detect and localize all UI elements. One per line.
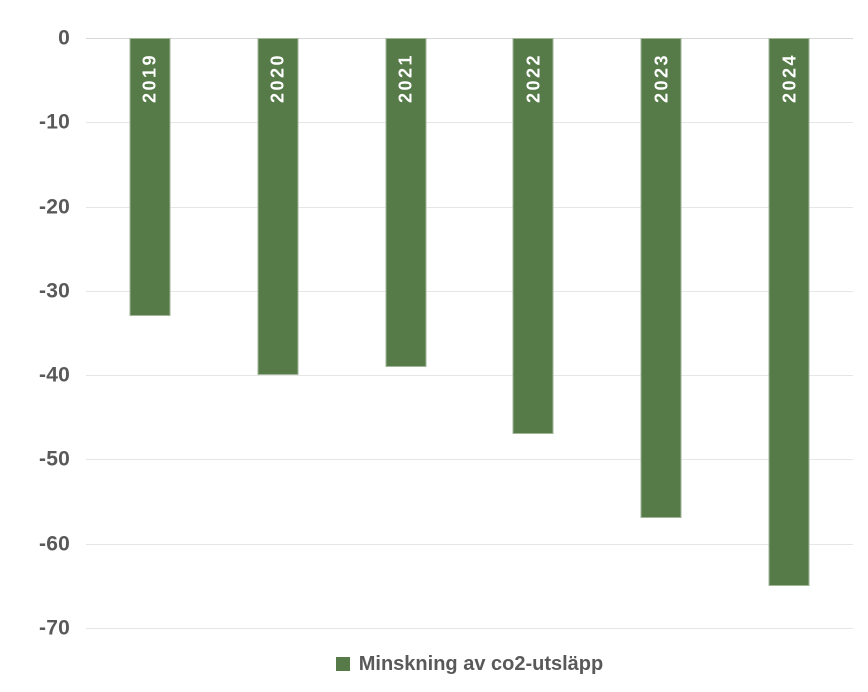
y-axis-label: -20 <box>39 195 70 219</box>
bar-2023: 2023 <box>640 38 682 519</box>
bar-slot-2022: 2022 <box>469 38 597 628</box>
plot-area: 2019 2020 2021 2022 2023 2024 <box>86 38 853 629</box>
y-axis-label: -10 <box>39 110 70 134</box>
gridline <box>86 628 853 629</box>
gridline <box>86 206 853 208</box>
bar-year-label: 2020 <box>267 53 288 104</box>
legend-marker-icon <box>335 657 350 671</box>
y-axis-label: -70 <box>39 616 70 640</box>
bar-slot-2020: 2020 <box>214 38 342 628</box>
y-axis-label: -50 <box>39 447 70 471</box>
bar-2022: 2022 <box>512 38 554 435</box>
gridline <box>86 290 853 292</box>
bar-year-label: 2022 <box>523 53 544 104</box>
legend-label: Minskning av co2-utsläpp <box>358 653 604 675</box>
bar-slot-2023: 2023 <box>597 38 725 628</box>
bar-year-label: 2023 <box>651 53 672 104</box>
y-axis: 0 -10 -20 -30 -40 -50 -60 -70 <box>0 0 70 692</box>
bar-slot-2021: 2021 <box>342 38 470 628</box>
bar-year-label: 2019 <box>139 53 160 104</box>
y-axis-label: -40 <box>39 363 70 387</box>
gridline <box>86 459 853 461</box>
bar-2020: 2020 <box>257 38 299 376</box>
bar-2019: 2019 <box>129 38 171 317</box>
bar-2021: 2021 <box>385 38 427 367</box>
bar-slot-2024: 2024 <box>725 38 853 628</box>
gridline <box>86 122 853 124</box>
legend: Minskning av co2-utsläpp <box>86 644 853 684</box>
y-axis-label: 0 <box>58 26 70 50</box>
bar-slot-2019: 2019 <box>86 38 214 628</box>
gridline <box>86 375 853 377</box>
gridline <box>86 38 853 39</box>
bar-series: 2019 2020 2021 2022 2023 2024 <box>86 38 853 628</box>
y-axis-label: -30 <box>39 279 70 303</box>
gridline <box>86 543 853 545</box>
bar-year-label: 2021 <box>395 53 416 104</box>
bar-year-label: 2024 <box>779 53 800 104</box>
bar-2024: 2024 <box>768 38 810 586</box>
y-axis-label: -60 <box>39 532 70 556</box>
